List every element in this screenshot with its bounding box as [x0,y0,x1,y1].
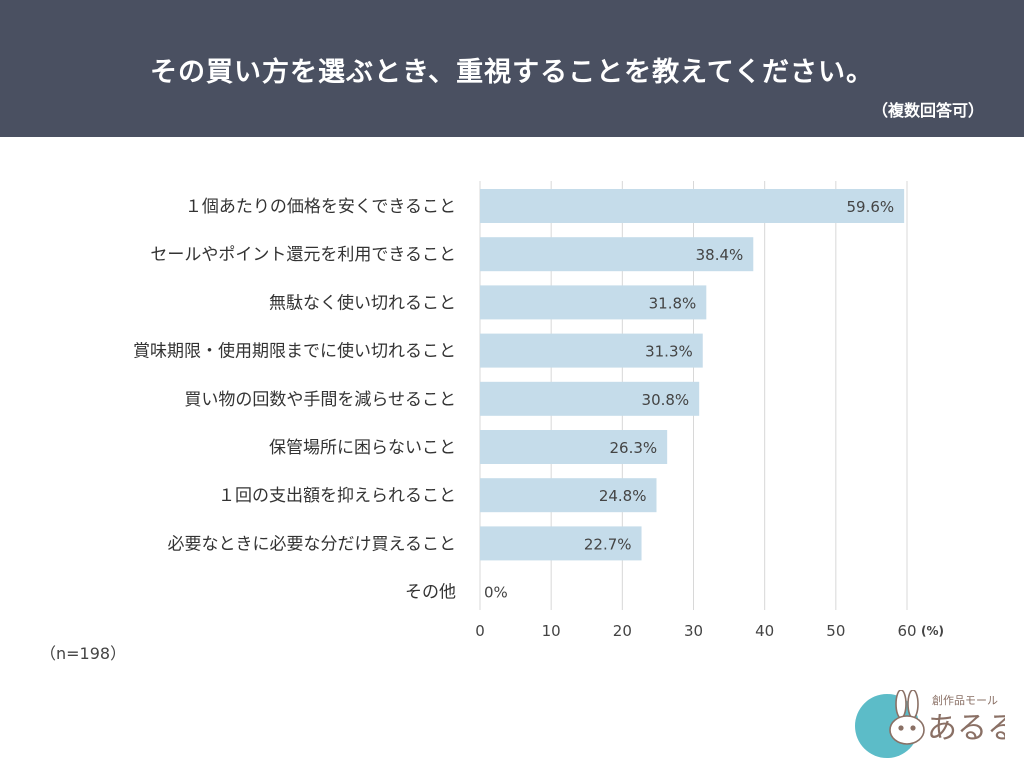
bar [480,430,668,464]
brand-logo: 創作品モール あるる [855,689,1017,760]
category-label: セールやポイント還元を利用できること [150,245,456,265]
sample-size-note: （n=198） [40,644,127,663]
bar [480,478,657,513]
x-tick-label: 50 [826,622,845,640]
header-banner: その買い方を選ぶとき、重視することを教えてください。 （複数回答可） [0,0,1024,137]
bar [480,237,754,272]
x-tick-label: 10 [542,622,561,640]
category-label: 賞味期限・使用期限までに使い切れること [133,341,456,362]
value-label: 30.8% [642,391,690,409]
category-label: 買い物の回数や手間を減らせること [184,390,456,410]
category-label: 必要なときに必要な分だけ買えること [168,534,457,554]
x-tick-label: 40 [755,622,774,640]
x-axis-unit: (%) [921,624,944,638]
x-tick-label: 20 [613,622,632,640]
value-label: 24.8% [599,487,647,505]
value-label: 22.7% [584,535,632,553]
x-tick-label: 30 [684,622,703,640]
bar [480,285,707,320]
page-subtitle: （複数回答可） [871,101,984,120]
logo-wordmark: あるる [927,711,1005,746]
value-label: 26.3% [610,439,658,457]
bar [480,526,642,561]
bar [480,189,905,223]
x-tick-label: 60 [897,622,916,640]
value-label: 59.6% [846,198,894,216]
value-label: 31.3% [645,343,693,361]
category-label: 無駄なく使い切れること [269,292,456,313]
bar-layer [480,189,905,561]
bar [480,381,700,416]
value-label: 38.4% [696,246,744,264]
category-label: 保管場所に困らないこと [269,438,456,458]
bar [480,333,703,368]
logo-tagline: 創作品モール [932,693,998,707]
category-label: その他 [405,583,456,603]
value-label: 31.8% [649,294,697,312]
category-label: １個あたりの価格を安くできること [185,197,456,217]
label-layer: 0 10 20 30 40 50 60 １個あたりの価格を安くできること 59.6% セールやポイ… [133,197,917,640]
value-label: 0% [484,584,508,602]
rabbit-icon [889,689,925,745]
page-title: その買い方を選ぶとき、重視することを教えてください。 [150,57,874,88]
category-label: １回の支出額を抑えられること [218,486,456,506]
x-tick-label: 0 [475,622,485,640]
